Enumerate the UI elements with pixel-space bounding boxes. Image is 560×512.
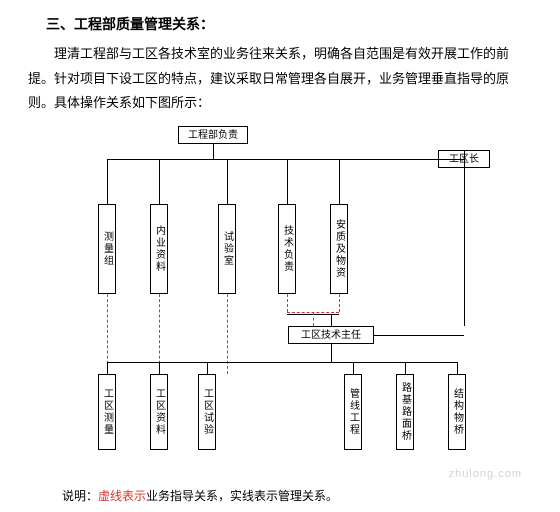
node-mid-3: 技术负责 bbox=[278, 204, 296, 294]
legend-rest: 业务指导关系，实线表示管理关系。 bbox=[146, 489, 338, 503]
node-center: 工区技术主任 bbox=[288, 326, 374, 344]
org-chart: 工程部负责工区长测量组内业资料试验室技术负责安质及物资工区技术主任工区测量工区资… bbox=[50, 126, 520, 466]
node-mid-1: 内业资料 bbox=[150, 204, 168, 294]
node-mid-0: 测量组 bbox=[98, 204, 116, 294]
node-top-1: 工程部负责 bbox=[178, 126, 248, 144]
node-bot-3: 管线工程 bbox=[344, 374, 362, 450]
node-bot-1: 工区资料 bbox=[150, 374, 168, 450]
node-mid-4: 安质及物资 bbox=[330, 204, 348, 294]
page: 三、工程部质量管理关系： 理清工程部与工区各技术室的业务往来关系，明确各自范围是… bbox=[0, 0, 560, 512]
node-bot-4: 路基路面桥 bbox=[396, 374, 414, 450]
section-paragraph: 理清工程部与工区各技术室的业务往来关系，明确各自范围是有效开展工作的前提。针对项… bbox=[28, 42, 532, 116]
node-bot-5: 结构物桥 bbox=[448, 374, 466, 450]
legend: 说明：虚线表示业务指导关系，实线表示管理关系。 bbox=[62, 487, 338, 504]
section-heading: 三、工程部质量管理关系： bbox=[46, 14, 532, 34]
legend-prefix: 说明： bbox=[62, 489, 98, 503]
legend-red: 虚线表示 bbox=[98, 489, 146, 503]
node-mid-2: 试验室 bbox=[218, 204, 236, 294]
node-bot-2: 工区试验 bbox=[198, 374, 216, 450]
watermark: zhulong.com bbox=[449, 468, 522, 480]
node-bot-0: 工区测量 bbox=[98, 374, 116, 450]
